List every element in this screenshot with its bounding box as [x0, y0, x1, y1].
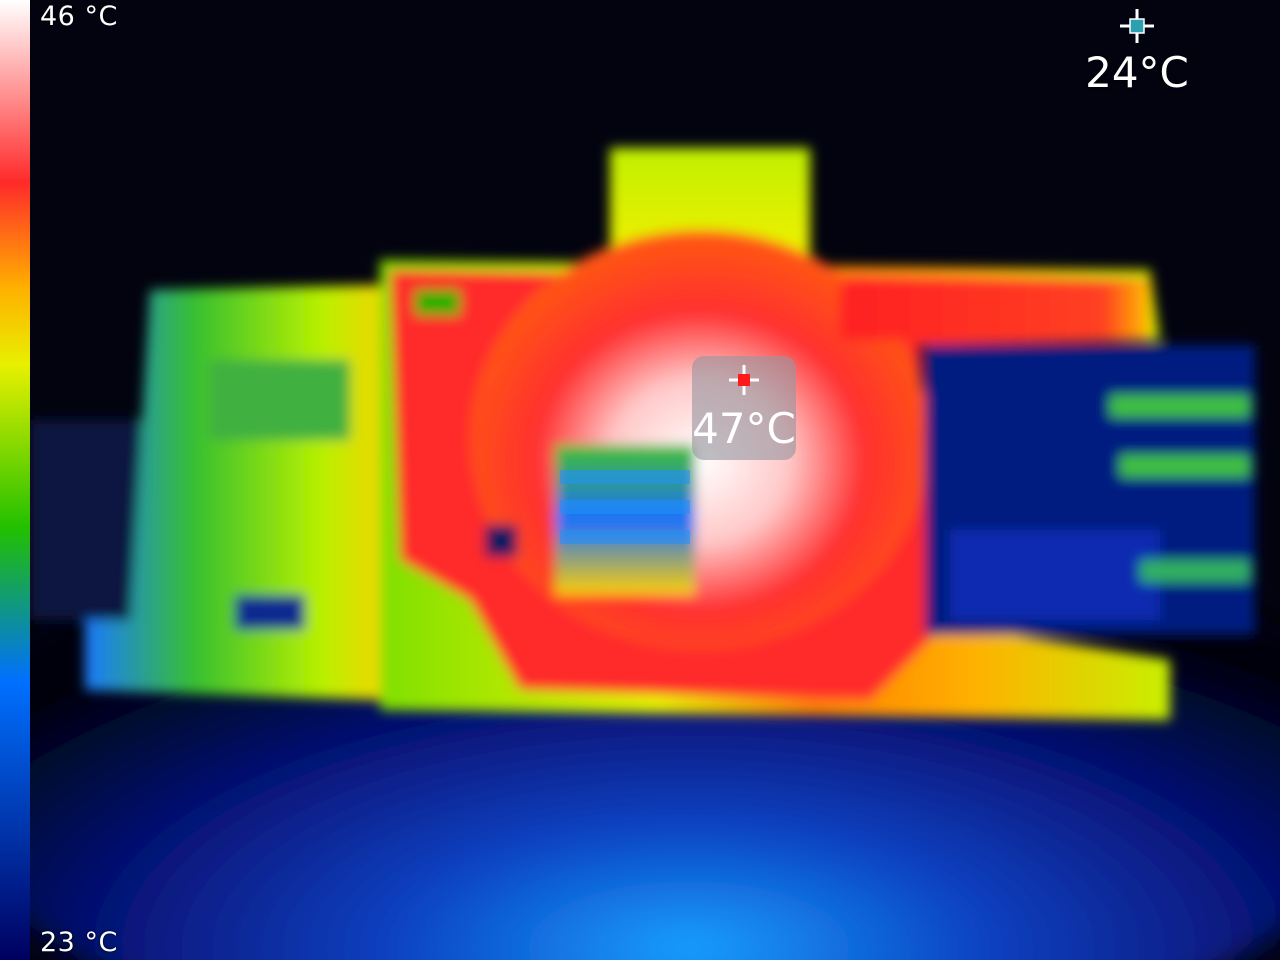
crosshair-icon — [1120, 9, 1154, 43]
scale-min-label: 23 °C — [40, 927, 118, 958]
center-spot-marker: 47°C — [692, 356, 796, 460]
ambient-spot-marker: 24°C — [1085, 8, 1189, 98]
ambient-temperature-value: 24°C — [1085, 48, 1189, 97]
crosshair-icon — [729, 365, 759, 395]
color-scale-bar — [0, 0, 30, 960]
center-temperature-value: 47°C — [692, 404, 796, 453]
scale-max-label: 46 °C — [40, 1, 118, 32]
